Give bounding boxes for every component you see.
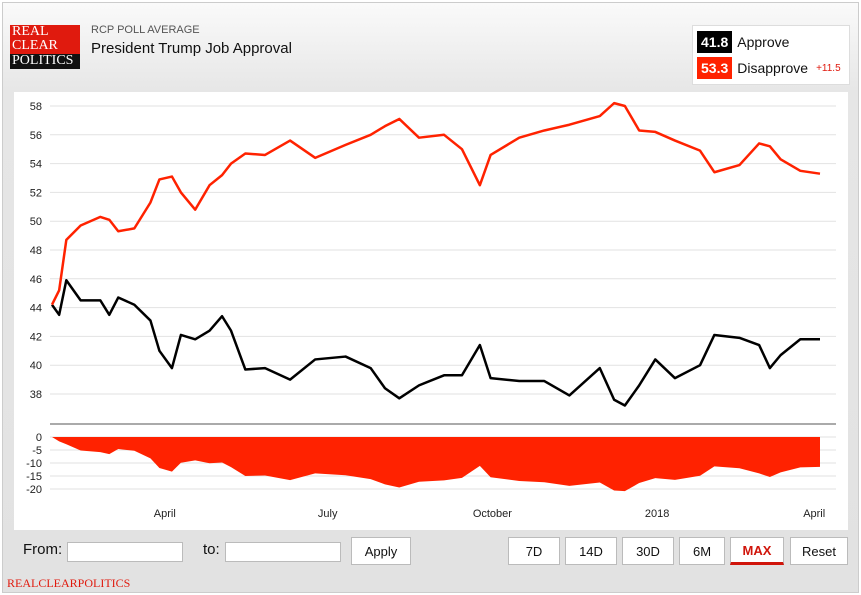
chart-title: President Trump Job Approval [91,40,292,57]
range-14d-button[interactable]: 14D [565,537,617,565]
reset-button[interactable]: Reset [790,537,848,565]
approve-value: 41.8 [697,31,733,53]
y-tick-label: 44 [30,303,42,315]
legend-disapprove: 53.3 Disapprove +11.5 [697,57,841,79]
range-7d-button[interactable]: 7D [508,537,560,565]
y-tick-label: 42 [30,331,42,343]
x-tick-label: October [473,508,512,520]
x-tick-label: April [803,508,825,520]
y-tick-label: 38 [30,389,42,401]
spread-tick-label: -10 [26,458,42,470]
from-date-input[interactable] [67,542,183,562]
x-tick-label: April [154,508,176,520]
footer-brand: REALCLEARPOLITICS [7,576,131,590]
logo-line: CLEAR [12,38,58,53]
y-tick-label: 58 [30,101,42,113]
x-tick-label: July [318,508,338,520]
spread-area [52,437,820,492]
to-date-input[interactable] [225,542,341,562]
y-tick-label: 52 [30,187,42,199]
to-label: to: [203,541,220,558]
y-tick-label: 48 [30,245,42,257]
x-tick-label: 2018 [645,508,669,520]
approve-line [50,278,820,407]
y-tick-label: 50 [30,216,42,228]
spread-tick-label: -15 [26,471,42,483]
spread-tick-label: 0 [36,432,42,444]
y-tick-label: 56 [30,130,42,142]
rcp-logo: REAL CLEAR POLITICS [10,25,80,69]
range-max-button[interactable]: MAX [730,537,784,565]
y-tick-label: 40 [30,360,42,372]
controls-bar: From: to: Apply 7D 14D 30D 6M MAX Reset [14,530,848,574]
disapprove-line [50,101,821,306]
disapprove-label: Disapprove [737,60,809,76]
approve-label: Approve [737,34,790,50]
legend-approve: 41.8 Approve [697,31,789,53]
from-label: From: [23,541,63,558]
apply-button[interactable]: Apply [351,537,411,565]
range-6m-button[interactable]: 6M [679,537,725,565]
range-30d-button[interactable]: 30D [622,537,674,565]
y-tick-label: 54 [30,159,42,171]
disapprove-value: 53.3 [697,57,733,79]
spread-value: +11.5 [816,62,841,74]
legend: 41.8 Approve 53.3 Disapprove +11.5 [692,25,850,85]
chart-subtitle: RCP POLL AVERAGE [91,24,200,36]
logo-line: POLITICS [10,54,80,69]
logo-line: REAL [12,24,49,39]
spread-tick-label: -20 [26,484,42,496]
y-tick-label: 46 [30,274,42,286]
spread-tick-label: -5 [32,445,42,457]
